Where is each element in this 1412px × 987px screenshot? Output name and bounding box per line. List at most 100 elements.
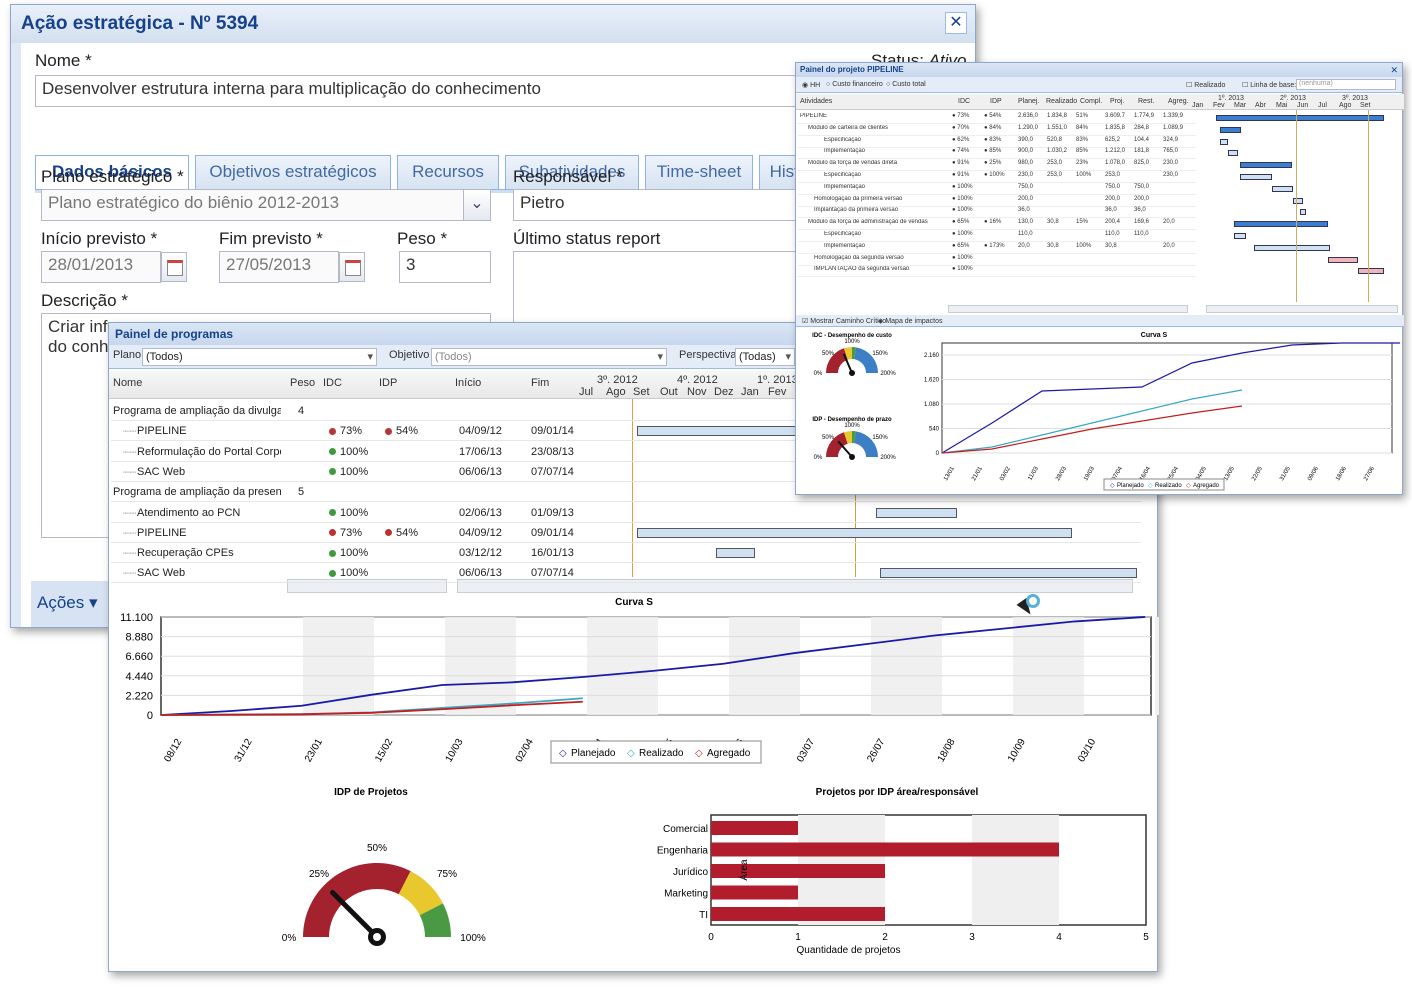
col-nome[interactable]: Nome bbox=[113, 377, 143, 389]
gantt-bar[interactable] bbox=[1300, 209, 1306, 216]
gantt-bar[interactable] bbox=[879, 568, 1137, 579]
column-header[interactable]: Atividades bbox=[800, 98, 833, 105]
table-row[interactable] bbox=[798, 205, 1196, 207]
gantt-bar[interactable] bbox=[716, 548, 756, 559]
gantt-bar[interactable] bbox=[1234, 221, 1328, 228]
table-row[interactable] bbox=[798, 170, 1196, 172]
gantt-bar[interactable] bbox=[1228, 150, 1238, 157]
column-header[interactable]: Agreg. bbox=[1168, 98, 1189, 105]
radio-custo-total[interactable]: ○ Custo total bbox=[886, 81, 926, 88]
baseline-line bbox=[1368, 110, 1369, 302]
column-header[interactable]: Realizado bbox=[1046, 98, 1078, 105]
table-row[interactable]: Programa de ampliação da presença 5 bbox=[111, 482, 1141, 503]
grid-band bbox=[1013, 617, 1084, 715]
activity-idc: ● 74% bbox=[952, 148, 970, 155]
table-row[interactable] bbox=[798, 264, 1196, 266]
table-row[interactable] bbox=[798, 276, 1196, 278]
tab-objetivos-estrategicos[interactable]: Objetivos estratégicos bbox=[195, 155, 391, 189]
gantt-bar[interactable] bbox=[1254, 244, 1330, 251]
legend-marker: ◇ bbox=[1110, 483, 1115, 489]
radio-custo-financeiro[interactable]: ○ Custo financeiro bbox=[826, 81, 883, 88]
table-row[interactable]: Reformulação do Portal Corpora ┈┈ 100% 17/0… bbox=[111, 442, 1141, 462]
legend-entry: Realizado bbox=[1155, 483, 1182, 489]
table-row[interactable] bbox=[798, 217, 1196, 219]
column-header[interactable]: Planej. bbox=[1018, 98, 1040, 105]
radio-hh[interactable]: ◉ HH bbox=[802, 82, 821, 89]
peso-input[interactable]: 3 bbox=[399, 251, 491, 283]
table-row[interactable]: PIPELINE ┈┈ 73% 54% 04/09/12 09/01/14 bbox=[111, 523, 1141, 543]
linha-base-checkbox[interactable]: ☐ Linha de base: bbox=[1242, 82, 1297, 89]
tab-recursos[interactable]: Recursos bbox=[397, 155, 499, 189]
table-row[interactable]: Recuperação CPEs ┈┈ 100% 03/12/12 16/01/13 bbox=[111, 543, 1141, 564]
linha-base-select[interactable]: (nenhuma) bbox=[1296, 79, 1396, 90]
table-row[interactable] bbox=[798, 158, 1196, 160]
plano-filter-select[interactable]: (Todos) bbox=[142, 348, 377, 366]
nome-input[interactable]: Desenvolver estrutura interna para multi… bbox=[35, 75, 825, 107]
table-row[interactable] bbox=[798, 182, 1196, 183]
fim-input[interactable]: 27/05/2013 bbox=[219, 251, 339, 283]
calendar-icon[interactable] bbox=[161, 252, 187, 282]
project-gantt-scrollbar[interactable] bbox=[1206, 305, 1398, 313]
table-row[interactable] bbox=[798, 134, 1196, 136]
objetivo-filter-select[interactable]: (Todos) bbox=[431, 348, 667, 366]
plano-select[interactable]: Plano estratégico do biênio 2012-2013 bbox=[41, 189, 491, 221]
table-row[interactable] bbox=[798, 193, 1196, 195]
activity-agreg: 230,0 bbox=[1163, 160, 1179, 167]
tab-dados-basicos[interactable]: Dados básicos bbox=[35, 155, 189, 191]
table-row[interactable] bbox=[798, 252, 1196, 254]
gantt-bar[interactable] bbox=[1358, 268, 1384, 275]
tab-subatividades[interactable]: Subatividades bbox=[505, 155, 639, 189]
gantt-bar[interactable] bbox=[1240, 174, 1272, 180]
realizado-checkbox[interactable]: ☐ Realizado bbox=[1186, 82, 1226, 89]
close-icon[interactable]: ✕ bbox=[1390, 65, 1398, 75]
table-row[interactable] bbox=[798, 241, 1196, 242]
gantt-bar[interactable] bbox=[1234, 233, 1246, 239]
gantt-bar[interactable] bbox=[1328, 256, 1358, 263]
legend-marker: ◇ bbox=[627, 748, 635, 759]
gauge-tick-label: 50% bbox=[822, 435, 835, 441]
col-fim[interactable]: Fim bbox=[531, 377, 550, 389]
legend-entry: Planejado bbox=[571, 748, 616, 759]
mapa-impactos-toggle[interactable]: ◈ Mapa de impactos bbox=[878, 318, 943, 325]
gantt-bar[interactable] bbox=[1293, 197, 1303, 204]
gantt-bar[interactable] bbox=[1272, 185, 1293, 192]
col-idc[interactable]: IDC bbox=[323, 377, 342, 389]
column-header[interactable]: Proj. bbox=[1110, 98, 1125, 105]
inicio-label: Início previsto * bbox=[41, 229, 158, 248]
caminho-critico-checkbox[interactable]: ☑ Mostrar Caminho Crítico bbox=[802, 318, 887, 325]
col-inicio[interactable]: Início bbox=[455, 377, 482, 389]
table-row[interactable]: SAC Web ┈┈ 100% 06/06/13 07/07/14 bbox=[111, 462, 1141, 482]
gantt-bar[interactable] bbox=[1216, 115, 1384, 121]
perspectiva-filter-select[interactable]: (Todas) bbox=[735, 348, 795, 366]
table-row[interactable] bbox=[798, 229, 1196, 231]
calendar-icon[interactable] bbox=[339, 252, 365, 282]
table-row[interactable] bbox=[798, 146, 1196, 148]
grid-band bbox=[1155, 617, 1159, 715]
table-row[interactable]: SAC Web ┈┈ 100% 06/06/13 07/07/14 bbox=[111, 563, 1141, 584]
gantt-bar[interactable] bbox=[636, 527, 1073, 538]
y-axis-label: Área bbox=[737, 859, 750, 881]
col-peso[interactable]: Peso bbox=[290, 377, 316, 389]
table-row[interactable]: Atendimento ao PCN ┈┈ 100% 02/06/13 01/09/13 bbox=[111, 503, 1141, 523]
table-row[interactable]: PIPELINE ┈┈ 73% 54% 04/09/12 09/01/14 bbox=[111, 421, 1141, 442]
column-header[interactable]: Rest. bbox=[1138, 98, 1155, 105]
gauge-tick-label: 50% bbox=[822, 351, 835, 357]
responsavel-input[interactable]: Pietro bbox=[513, 189, 813, 221]
activity-rest: 169,6 bbox=[1134, 219, 1150, 226]
close-icon[interactable]: ✕ bbox=[945, 12, 967, 34]
col-idp[interactable]: IDP bbox=[379, 377, 398, 389]
activity-proj: 36,0 bbox=[1105, 207, 1117, 214]
inicio-input[interactable]: 28/01/2013 bbox=[41, 251, 161, 283]
column-header[interactable]: Compl. bbox=[1080, 98, 1103, 105]
column-header[interactable]: IDC bbox=[958, 98, 971, 105]
gantt-bar[interactable] bbox=[1220, 126, 1241, 133]
chevron-down-icon[interactable]: ⌄ bbox=[463, 190, 490, 220]
table-row[interactable]: Programa de ampliação da divulgação 4 bbox=[111, 401, 1141, 421]
gantt-bar[interactable] bbox=[1240, 162, 1292, 169]
tab-time-sheet[interactable]: Time-sheet bbox=[645, 155, 753, 189]
gantt-bar[interactable] bbox=[1220, 138, 1228, 145]
gantt-bar[interactable] bbox=[876, 507, 957, 518]
column-header[interactable]: IDP bbox=[990, 98, 1002, 105]
project-grid-scrollbar[interactable] bbox=[948, 305, 1188, 313]
table-row[interactable] bbox=[798, 123, 1196, 124]
